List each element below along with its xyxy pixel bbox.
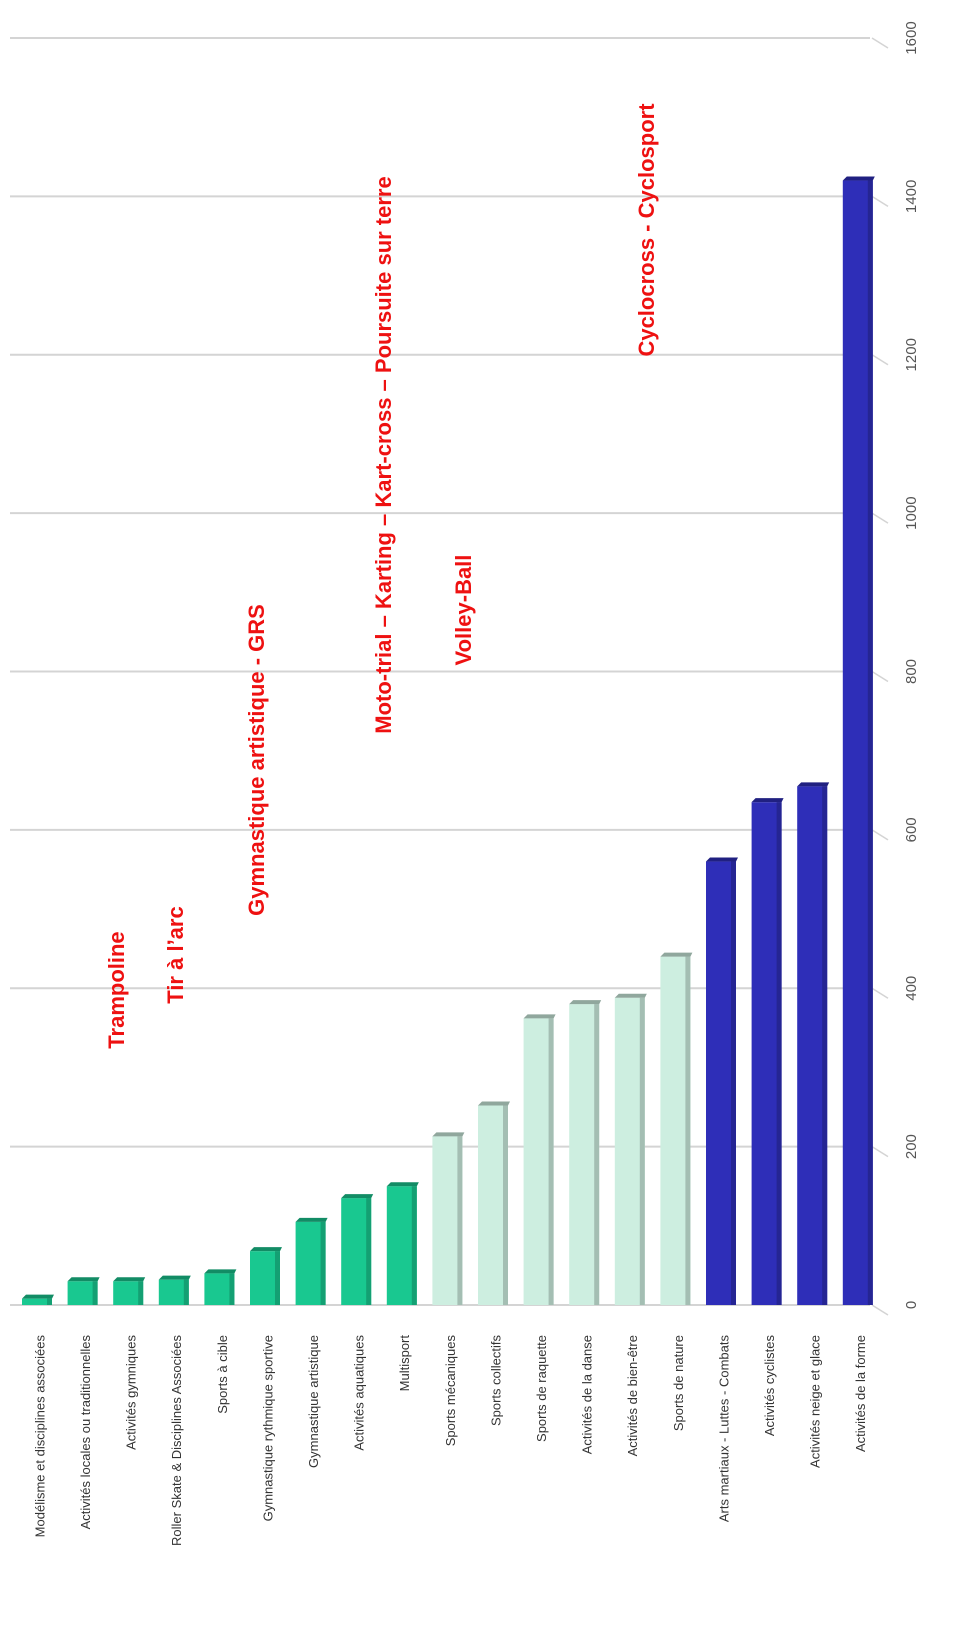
- annotation: Trampoline: [104, 931, 129, 1048]
- bar-cap: [295, 1217, 328, 1222]
- bar: [113, 1281, 144, 1305]
- bar-side: [229, 1273, 235, 1305]
- bar-side: [776, 802, 782, 1305]
- bar-cap: [67, 1277, 100, 1282]
- annotation: Moto-trial – Karting – Kart-cross – Pour…: [371, 176, 396, 733]
- bar-cap: [341, 1194, 374, 1199]
- x-tick-label: Gymnastique rythmique sportive: [260, 1335, 275, 1521]
- tick-mark: [871, 1304, 889, 1316]
- bar-side: [275, 1251, 280, 1305]
- x-tick-label: Sports mécaniques: [443, 1335, 458, 1447]
- x-tick-label: Gymnastique artistique: [306, 1335, 321, 1468]
- x-tick-label: Activités de bien-être: [625, 1335, 640, 1456]
- bar-cap: [204, 1269, 237, 1274]
- bar-cap: [386, 1182, 419, 1187]
- x-tick-label: Sports de nature: [671, 1335, 686, 1431]
- tick-mark: [871, 195, 889, 208]
- bar-side: [731, 861, 736, 1305]
- bar-side: [457, 1136, 463, 1305]
- y-tick-label: 600: [903, 817, 920, 842]
- y-tick-label: 1200: [903, 338, 920, 371]
- x-tick-label: Sports à cible: [215, 1335, 230, 1414]
- annotation: Volley-Ball: [451, 555, 476, 666]
- y-tick-label: 0: [903, 1301, 920, 1309]
- bar-cap: [569, 1000, 602, 1005]
- tick-mark: [871, 354, 889, 366]
- bar-side: [320, 1221, 326, 1305]
- y-tick-label: 1000: [903, 496, 920, 529]
- bar: [67, 1281, 98, 1305]
- bar-side: [867, 180, 873, 1306]
- bar-side: [503, 1105, 508, 1305]
- y-tick-label: 400: [903, 976, 920, 1001]
- bar-cap: [250, 1247, 282, 1252]
- y-tick-label: 1400: [903, 180, 920, 213]
- bar-cap: [797, 782, 830, 787]
- x-tick-label: Arts martiaux - Luttes - Combats: [716, 1335, 731, 1523]
- tick-mark: [871, 1145, 889, 1158]
- bar-cap: [478, 1101, 510, 1106]
- bar-cap: [22, 1294, 54, 1299]
- x-tick-label: Activités gymniques: [124, 1335, 139, 1450]
- bar-cap: [842, 176, 875, 181]
- x-tick-label: Activités neige et glace: [808, 1335, 823, 1468]
- bar-side: [47, 1298, 52, 1305]
- x-tick-label: Activités de la danse: [580, 1335, 595, 1454]
- tick-mark: [871, 987, 889, 999]
- x-tick-label: Activités cyclistes: [762, 1335, 777, 1437]
- bar-cap: [432, 1132, 465, 1137]
- x-tick-label: Sports de raquette: [534, 1335, 549, 1442]
- bar-side: [639, 997, 645, 1305]
- x-tick-label: Activités de la forme: [853, 1335, 868, 1452]
- y-tick-label: 1600: [903, 21, 920, 54]
- annotation: Cyclocross - Cyclosport: [634, 103, 659, 357]
- bar-cap: [706, 857, 738, 862]
- bar-cap: [660, 952, 693, 957]
- bar-side: [366, 1198, 372, 1305]
- bar-side: [183, 1279, 189, 1305]
- bar-side: [411, 1186, 417, 1305]
- annotation: Tir à l’arc: [163, 906, 188, 1003]
- bar-side: [822, 786, 828, 1305]
- x-tick-label: Roller Skate & Disciplines Associées: [169, 1335, 184, 1546]
- y-tick-label: 800: [903, 659, 920, 684]
- x-tick-label: Sports collectifs: [488, 1335, 503, 1427]
- bar-cap: [158, 1275, 191, 1280]
- x-tick-label: Multisport: [397, 1335, 412, 1392]
- x-tick-label: Modélisme et disciplines associées: [32, 1335, 47, 1538]
- bar: [22, 1298, 52, 1305]
- bar-side: [548, 1018, 554, 1305]
- tick-mark: [871, 670, 889, 683]
- tick-mark: [871, 829, 889, 841]
- y-tick-label: 200: [903, 1134, 920, 1159]
- bar-side: [92, 1281, 98, 1305]
- bar-cap: [614, 993, 647, 998]
- tick-mark: [871, 37, 889, 49]
- bar-side: [685, 956, 691, 1305]
- annotation: Gymnastique artistique - GRS: [244, 604, 269, 916]
- bar-cap: [751, 798, 784, 803]
- x-tick-label: Activités aquatiques: [352, 1335, 367, 1451]
- bar-cap: [523, 1014, 556, 1019]
- bar-side: [594, 1004, 600, 1305]
- bar-side: [138, 1281, 144, 1305]
- x-tick-label: Activités locales ou traditionnelles: [78, 1335, 93, 1530]
- tick-mark: [871, 512, 889, 524]
- bar-cap: [113, 1277, 146, 1282]
